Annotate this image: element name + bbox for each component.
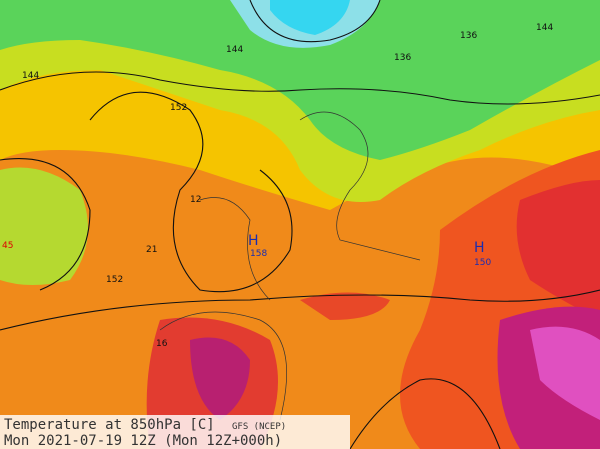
- contour: [89, 91, 293, 293]
- map-label: 45: [2, 241, 13, 251]
- map-label: 144: [536, 23, 553, 33]
- contour: [0, 71, 600, 105]
- map-label: 136: [460, 31, 477, 41]
- map-label: H: [474, 240, 485, 256]
- map-label: 150: [474, 258, 491, 268]
- caption-box: [0, 415, 350, 449]
- map-label: 136: [394, 53, 411, 63]
- map-label: 21: [146, 245, 157, 255]
- coastline: [159, 111, 421, 421]
- temp-cyan-core: [270, 0, 350, 35]
- map-label: 152: [106, 275, 123, 285]
- map-label: 152: [170, 103, 187, 113]
- contour: [0, 158, 91, 291]
- temp-iberia-magenta: [190, 337, 250, 420]
- caption-time: Mon 2021-07-19 12Z (Mon 12Z+000h): [4, 433, 282, 449]
- map-label: 144: [226, 45, 243, 55]
- contour: [249, 0, 381, 43]
- map-label: 16: [156, 339, 168, 349]
- temp-green: [0, 0, 600, 160]
- caption-source: GFS (NCEP): [232, 422, 286, 432]
- map-label: H: [248, 233, 259, 249]
- map-label: 144: [22, 71, 39, 81]
- temp-pink: [530, 326, 600, 420]
- temp-red-core: [516, 180, 600, 320]
- contour: [349, 378, 501, 449]
- caption-title: Temperature at 850hPa [C]: [4, 417, 215, 433]
- contour: [0, 289, 600, 331]
- map-label: 12: [190, 195, 201, 205]
- temp-green-west: [0, 167, 88, 285]
- map-label: 158: [250, 249, 267, 259]
- temp-alps-red: [300, 292, 390, 320]
